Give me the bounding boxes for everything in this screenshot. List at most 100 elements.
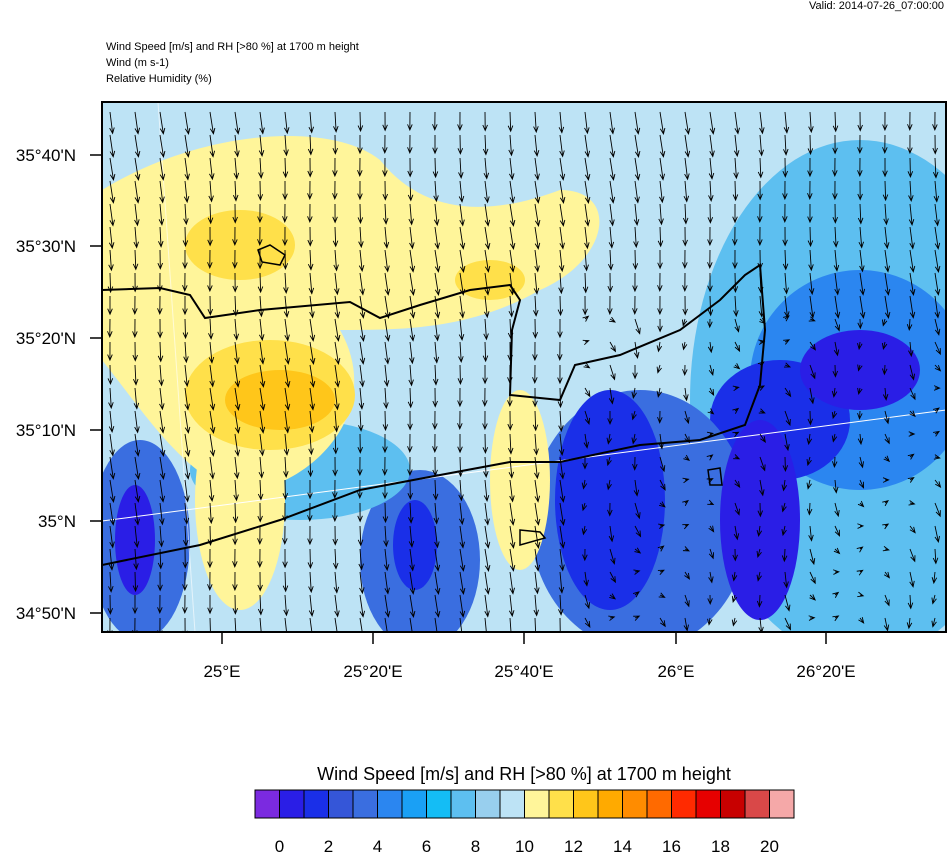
wind-arrow <box>934 502 941 518</box>
wind-arrow <box>782 456 789 473</box>
wind-arrow <box>559 180 566 204</box>
wind-arrow <box>359 295 366 319</box>
wind-arrow <box>159 180 165 204</box>
wind-arrow <box>633 615 641 621</box>
wind-arrow <box>159 410 166 434</box>
wind-arrow <box>707 408 715 415</box>
wind-arrow <box>159 479 166 503</box>
wind-arrow <box>308 272 315 295</box>
wind-arrow <box>382 134 388 154</box>
wind-arrow <box>307 157 313 178</box>
wind-arrow <box>382 410 389 432</box>
wind-arrow <box>109 111 115 135</box>
wind-arrow <box>833 249 840 272</box>
wind-arrow <box>657 295 663 316</box>
wind-arrow <box>534 571 540 595</box>
wind-arrow <box>259 364 266 388</box>
wind-arrow <box>806 479 812 490</box>
wind-arrow <box>232 295 239 317</box>
wind-arrow <box>432 410 438 431</box>
wind-arrow <box>908 203 915 226</box>
wind-arrow <box>159 433 166 457</box>
wind-arrow <box>509 249 516 273</box>
wind-arrow <box>733 525 740 541</box>
wind-arrow <box>934 318 941 336</box>
wind-arrow <box>907 477 915 483</box>
wind-arrow <box>332 548 339 570</box>
wind-arrow <box>283 295 290 318</box>
wind-arrow <box>681 341 688 351</box>
wind-arrow <box>559 456 565 480</box>
wind-arrow <box>484 249 491 273</box>
wind-arrow <box>659 157 666 181</box>
wind-arrow <box>708 387 715 397</box>
wind-arrow <box>209 157 215 181</box>
wind-arrow <box>232 548 238 568</box>
wind-arrow <box>834 502 840 518</box>
wind-arrow <box>609 111 615 135</box>
wind-arrow <box>907 134 913 155</box>
wind-arrow <box>308 410 315 434</box>
wind-arrow <box>659 180 665 204</box>
wind-arrow <box>584 134 591 158</box>
wind-arrow <box>208 502 214 525</box>
colorbar-title: Wind Speed [m/s] and RH [>80 %] at 1700 … <box>317 764 731 784</box>
wind-arrow <box>707 617 713 626</box>
wind-arrow <box>109 502 116 526</box>
wind-arrow <box>832 615 840 622</box>
wind-arrow <box>234 410 241 434</box>
wind-arrow <box>809 571 816 585</box>
wind-arrow <box>782 226 788 247</box>
wind-arrow <box>807 157 813 178</box>
wind-arrow <box>382 157 388 178</box>
wind-arrow <box>333 410 339 433</box>
colorbar-box <box>499 789 525 819</box>
wind-arrow <box>108 387 114 410</box>
wind-arrow <box>233 479 239 502</box>
wind-arrow <box>207 272 213 293</box>
wind-arrow <box>857 387 863 395</box>
wind-arrow <box>307 502 313 522</box>
wind-arrow <box>656 364 662 374</box>
wind-arrow <box>758 295 765 318</box>
wind-arrow <box>407 433 413 453</box>
wind-arrow <box>383 387 389 410</box>
lat-label: 34°50'N <box>16 604 76 623</box>
wind-arrow <box>482 364 488 385</box>
wind-arrow <box>581 525 588 536</box>
wind-arrow <box>757 157 764 179</box>
wind-arrow <box>484 525 491 549</box>
wind-arrow <box>457 387 463 408</box>
wind-arrow <box>308 111 315 134</box>
wind-arrow <box>858 226 865 249</box>
wind-arrow <box>258 318 265 342</box>
wind-arrow <box>657 410 663 424</box>
wind-arrow <box>857 410 863 420</box>
wind-arrow <box>282 203 288 223</box>
wind-arrow <box>484 502 490 526</box>
wind-arrow <box>109 134 116 158</box>
wind-arrow <box>409 295 416 319</box>
wind-arrow <box>906 318 913 331</box>
colorbar-box <box>475 789 501 819</box>
wind-arrow <box>109 203 115 227</box>
wind-arrow <box>507 341 513 362</box>
wind-arrow <box>932 157 939 179</box>
wind-arrow <box>884 249 890 273</box>
wind-arrow <box>109 456 116 480</box>
wind-arrow <box>257 180 264 201</box>
wind-arrow <box>707 295 714 317</box>
wind-arrow <box>409 226 415 250</box>
colorbar-label: 14 <box>613 837 632 854</box>
wind-arrow <box>459 226 466 250</box>
wind-arrow <box>584 203 591 227</box>
wind-arrow <box>357 134 363 155</box>
wind-arrow <box>559 479 566 503</box>
wind-arrow <box>609 341 617 353</box>
wind-arrow <box>507 111 514 133</box>
wind-arrow <box>733 454 741 460</box>
wind-arrow <box>582 295 588 316</box>
colorbar-box <box>426 789 452 819</box>
wind-arrow <box>657 226 664 248</box>
wind-arrow <box>933 385 941 391</box>
